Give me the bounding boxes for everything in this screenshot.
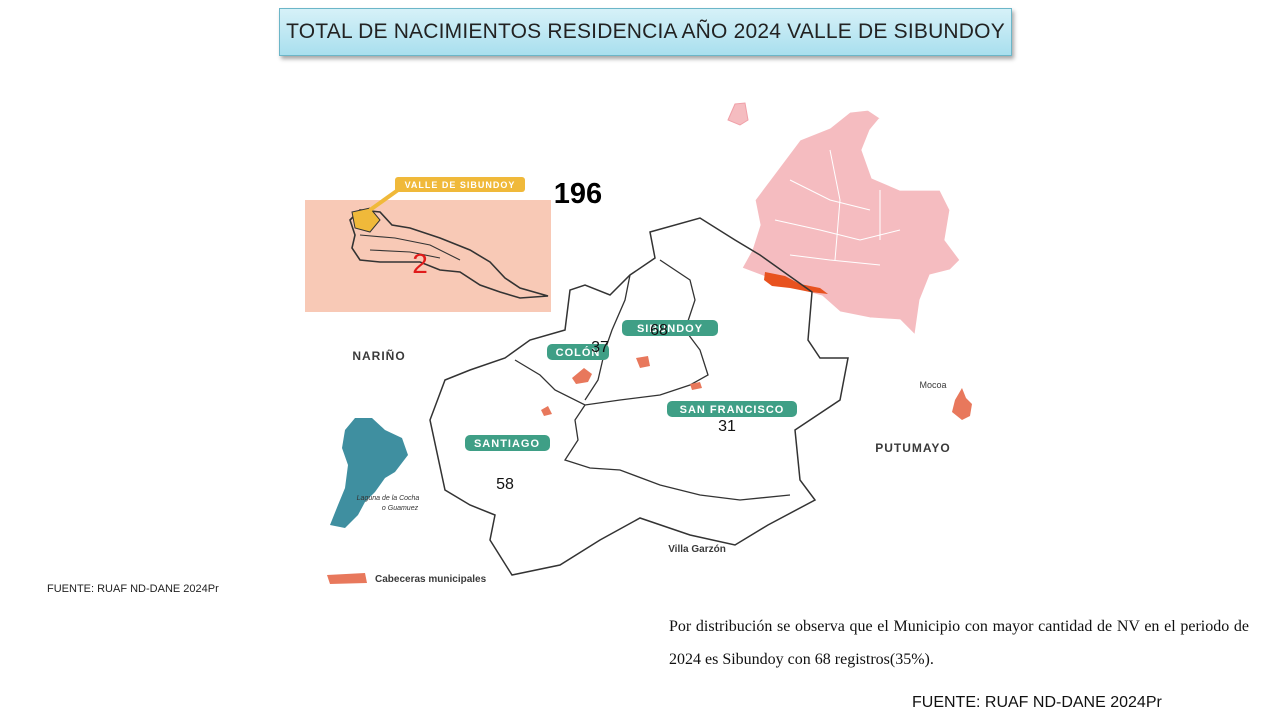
valle-boundary bbox=[429, 217, 849, 576]
colombia-shape bbox=[741, 109, 961, 337]
count-santiago: 58 bbox=[496, 476, 514, 493]
count-sanfrancisco: 31 bbox=[718, 418, 736, 435]
label-narino: NARIÑO bbox=[352, 348, 405, 363]
islands-icon bbox=[727, 102, 749, 126]
pill-sibundoy-label: SIBUNDOY bbox=[637, 323, 703, 335]
boundary-santiago bbox=[563, 404, 791, 501]
total-births: 196 bbox=[554, 178, 602, 210]
inset-outline bbox=[349, 209, 549, 299]
pill-colon-label: COLÓN bbox=[556, 346, 601, 359]
inset-inner-lines bbox=[359, 234, 461, 261]
note-text: Por distribución se observa que el Munic… bbox=[669, 618, 1249, 668]
pill-colon bbox=[547, 344, 609, 360]
cabecera-santiago bbox=[541, 406, 552, 416]
cabecera-sibundoy bbox=[636, 356, 650, 368]
cabecera-sanfrancisco bbox=[690, 382, 702, 390]
inset-pointer bbox=[368, 188, 400, 212]
laguna-shape bbox=[330, 418, 408, 528]
cabecera-colon bbox=[572, 368, 592, 384]
label-putumayo: PUTUMAYO bbox=[875, 441, 951, 455]
inset-tag bbox=[395, 177, 525, 192]
label-villa-garzon: Villa Garzón bbox=[668, 544, 726, 555]
count-colon: 37 bbox=[591, 339, 609, 356]
pill-santiago bbox=[465, 435, 550, 451]
colombia-departments bbox=[774, 149, 901, 266]
pill-santiago-label: SANTIAGO bbox=[474, 438, 540, 450]
count-sibundoy: 68 bbox=[650, 322, 668, 339]
laguna-label: Laguna de la Cocha bbox=[357, 495, 420, 502]
inset-tag-label: VALLE DE SIBUNDOY bbox=[405, 180, 516, 190]
inset-valle-highlight bbox=[351, 207, 381, 233]
pill-sanfrancisco bbox=[667, 401, 797, 417]
inset-number: 2 bbox=[412, 248, 428, 279]
legend-swatch bbox=[327, 573, 367, 584]
laguna-label-2: o Guamuez bbox=[382, 505, 419, 512]
boundary-colon-sibundoy bbox=[584, 274, 631, 401]
pill-sanfrancisco-label: SAN FRANCISCO bbox=[680, 404, 785, 416]
page-title: TOTAL DE NACIMIENTOS RESIDENCIA AÑO 2024… bbox=[286, 20, 1005, 43]
title-box: TOTAL DE NACIMIENTOS RESIDENCIA AÑO 2024… bbox=[279, 8, 1012, 56]
source-bottom: FUENTE: RUAF ND-DANE 2024Pr bbox=[912, 694, 1162, 711]
source-left: FUENTE: RUAF ND-DANE 2024Pr bbox=[47, 583, 219, 595]
cabecera-mocoa bbox=[952, 388, 972, 420]
label-mocoa: Mocoa bbox=[919, 380, 946, 390]
legend-label: Cabeceras municipales bbox=[375, 574, 487, 585]
boundary-sibundoy-sanfrancisco bbox=[514, 259, 709, 406]
colombia-map bbox=[727, 102, 961, 337]
putumayo-highlight bbox=[764, 272, 828, 294]
pill-sibundoy bbox=[622, 320, 718, 336]
